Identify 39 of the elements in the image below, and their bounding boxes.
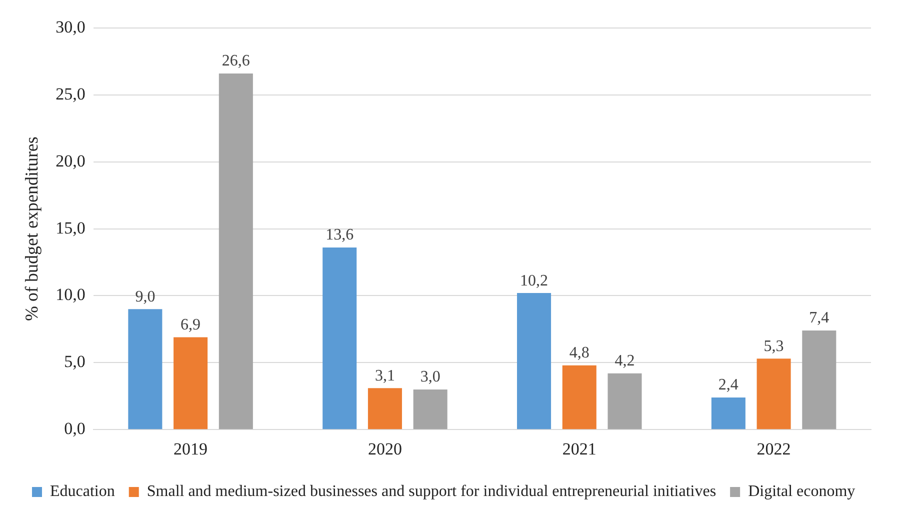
y-tick-label: 30,0: [56, 17, 86, 36]
data-label: 3,1: [374, 367, 395, 384]
x-tick-label: 2019: [174, 439, 208, 458]
data-label: 4,2: [614, 352, 635, 370]
bar: [368, 388, 402, 430]
data-label: 10,2: [520, 272, 548, 290]
y-tick-label: 0,0: [64, 419, 86, 438]
bar: [128, 309, 162, 430]
data-label: 7,4: [809, 310, 830, 327]
bar: [174, 337, 208, 430]
bar: [608, 373, 642, 430]
data-label: 2,4: [718, 376, 738, 394]
legend-label: Education: [50, 483, 115, 500]
bar: [517, 293, 552, 430]
bar: [756, 358, 791, 430]
y-tick-label: 25,0: [56, 84, 86, 104]
bar: [802, 330, 836, 430]
y-tick-label: 15,0: [56, 218, 86, 238]
legend-label: Small and medium-sized businesses and support for individual entrepreneurial initiatives: [146, 483, 716, 500]
bar: [711, 397, 746, 430]
y-tick-label: 20,0: [56, 151, 86, 170]
data-label: 4,8: [569, 344, 590, 362]
y-tick-label: 5,0: [64, 352, 86, 372]
y-tick-label: 10,0: [56, 285, 86, 304]
data-label: 26,6: [222, 52, 250, 70]
x-tick-label: 2022: [756, 439, 791, 458]
x-tick-label: 2020: [368, 439, 402, 458]
bar: [562, 365, 596, 430]
data-label: 9,0: [135, 288, 156, 306]
data-label: 5,3: [764, 338, 784, 355]
y-axis-title: % of budget expenditures: [22, 136, 42, 322]
x-tick-label: 2021: [562, 439, 596, 458]
data-label: 3,0: [420, 368, 440, 386]
legend-label: Digital economy: [748, 483, 856, 500]
bar: [218, 74, 253, 430]
bar: [322, 248, 357, 430]
bar: [413, 389, 448, 430]
data-label: 13,6: [326, 226, 354, 244]
data-label: 6,9: [180, 316, 201, 334]
